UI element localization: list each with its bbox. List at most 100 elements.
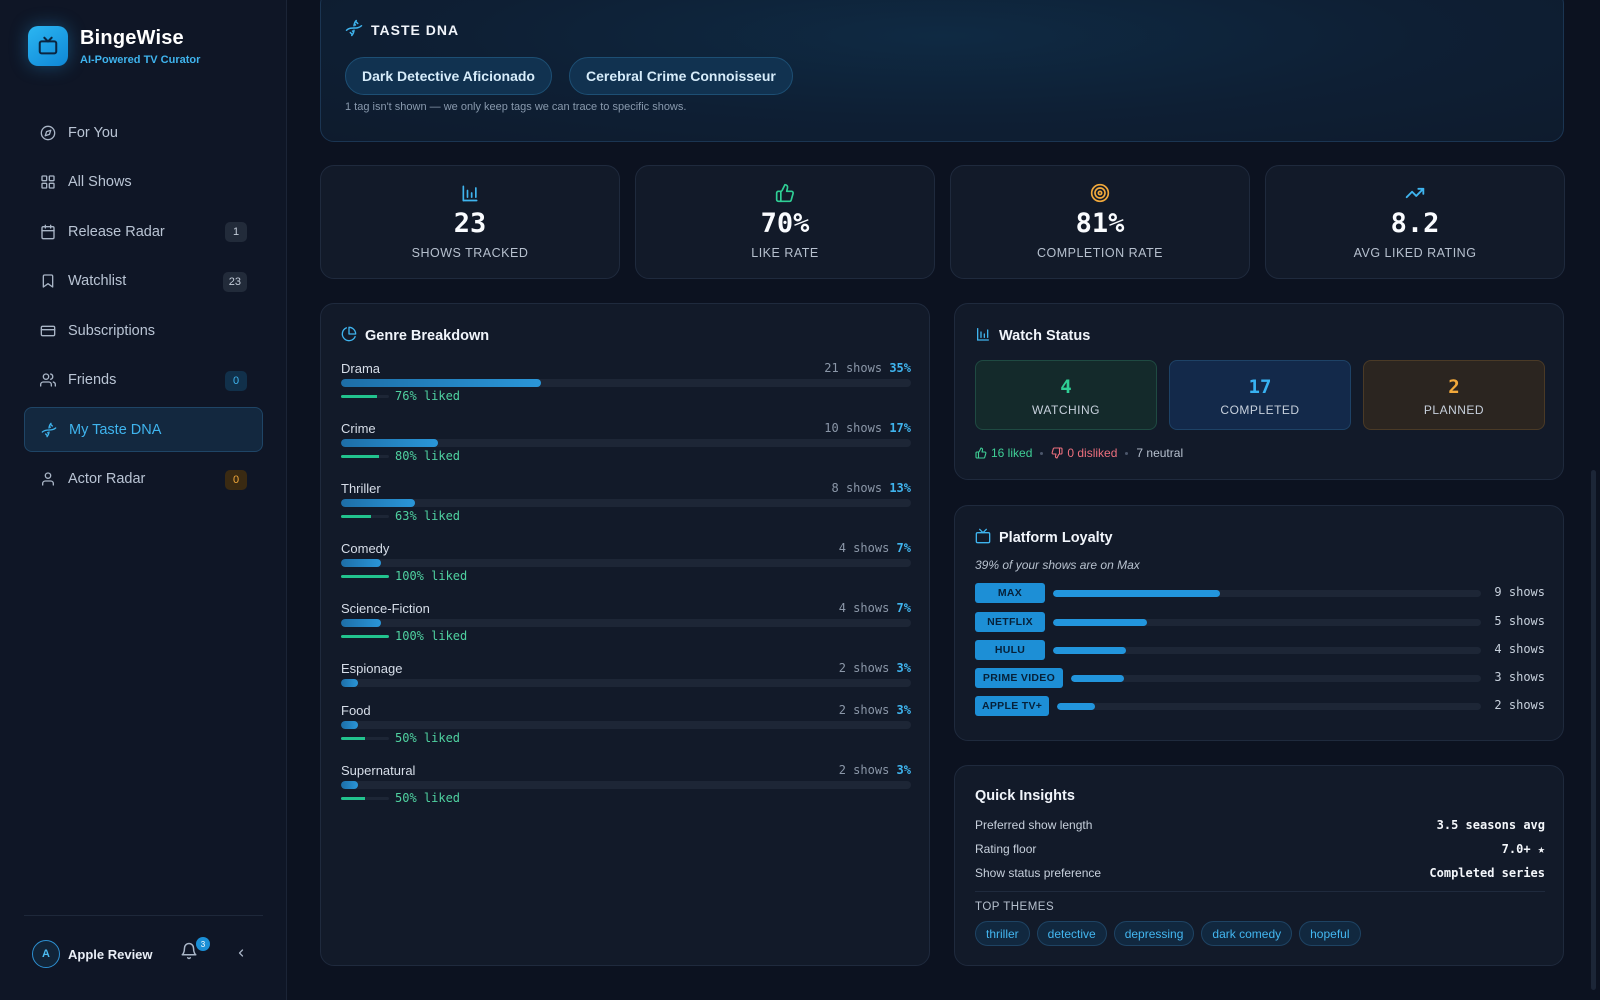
brand[interactable]: BingeWise AI-Powered TV Curator bbox=[28, 26, 200, 66]
genre-liked-fill bbox=[341, 454, 380, 458]
sentiment-summary: 16 liked 0 disliked 7 neutral bbox=[975, 446, 1183, 460]
planned-value: 2 bbox=[1448, 376, 1460, 398]
genre-name: Thriller bbox=[341, 481, 381, 496]
sidebar-item-friends[interactable]: Friends 0 bbox=[24, 358, 263, 403]
genre-count: 2 shows 3% bbox=[838, 763, 911, 777]
platform-tag[interactable]: PRIME VIDEO bbox=[975, 668, 1063, 688]
genre-liked-fill bbox=[341, 394, 378, 398]
sidebar-item-subscriptions[interactable]: Subscriptions bbox=[24, 308, 263, 353]
friends-badge: 0 bbox=[225, 370, 247, 391]
genre-liked-text: 100% liked bbox=[395, 629, 468, 643]
sidebar-nav: For You All Shows Release Radar 1 Watchl… bbox=[24, 110, 263, 506]
stat-avg-liked-rating: 8.2 AVG LIKED RATING bbox=[1265, 165, 1565, 279]
genre-count: 2 shows 3% bbox=[838, 661, 911, 675]
platform-share-bar bbox=[1053, 619, 1481, 626]
platform-tag[interactable]: MAX bbox=[975, 583, 1045, 603]
genre-share-fill bbox=[341, 559, 381, 567]
platform-tag[interactable]: NETFLIX bbox=[975, 612, 1045, 632]
platform-row: PRIME VIDEO 3 shows bbox=[975, 668, 1545, 690]
genre-share-fill bbox=[341, 439, 438, 447]
stat-value: 23 bbox=[453, 208, 487, 239]
neutral-count: 7 neutral bbox=[1136, 446, 1184, 460]
sidebar-item-actor-radar[interactable]: Actor Radar 0 bbox=[24, 457, 263, 502]
insight-label: Show status preference bbox=[975, 866, 1102, 880]
genre-share-bar bbox=[341, 679, 911, 687]
genre-share-fill bbox=[341, 379, 541, 387]
watching-count-box[interactable]: 4 WATCHING bbox=[975, 360, 1157, 430]
completed-label: COMPLETED bbox=[1220, 403, 1300, 417]
theme-chip[interactable]: hopeful bbox=[1299, 921, 1361, 946]
theme-chip[interactable]: thriller bbox=[975, 921, 1030, 946]
theme-chip[interactable]: dark comedy bbox=[1201, 921, 1293, 946]
target-icon bbox=[951, 183, 1249, 203]
sidebar-item-watchlist[interactable]: Watchlist 23 bbox=[24, 259, 263, 304]
sidebar-item-all-shows[interactable]: All Shows bbox=[24, 160, 263, 205]
stat-label: COMPLETION RATE bbox=[1036, 246, 1164, 260]
user-name: Apple Review bbox=[68, 946, 153, 962]
genre-share-bar bbox=[341, 499, 911, 507]
completed-count-box[interactable]: 17 COMPLETED bbox=[1169, 360, 1351, 430]
taste-tag[interactable]: Cerebral Crime Connoisseur bbox=[569, 57, 793, 95]
sidebar-item-for-you[interactable]: For You bbox=[24, 110, 263, 155]
calendar-icon bbox=[40, 224, 56, 240]
theme-chip[interactable]: depressing bbox=[1113, 921, 1195, 946]
disliked-count: 0 disliked bbox=[1067, 446, 1118, 460]
taste-dna-card: TASTE DNA Dark Detective Aficionado Cere… bbox=[320, 0, 1564, 142]
platform-share-fill bbox=[1057, 703, 1096, 710]
platform-subtitle: 39% of your shows are on Max bbox=[975, 558, 1140, 572]
thumbs-up-icon bbox=[636, 183, 934, 203]
sidebar-item-release-radar[interactable]: Release Radar 1 bbox=[24, 209, 263, 254]
stat-label: LIKE RATE bbox=[751, 246, 819, 260]
dna-icon bbox=[41, 422, 57, 438]
bell-icon[interactable] bbox=[180, 942, 198, 965]
user-icon bbox=[40, 471, 56, 487]
insight-value: 3.5 seasons avg bbox=[1436, 818, 1545, 832]
genre-liked: 63% liked bbox=[341, 509, 460, 523]
bar-chart-icon bbox=[975, 326, 991, 346]
thumbs-down-icon bbox=[1051, 447, 1063, 459]
genre-percent: 3% bbox=[896, 703, 911, 717]
stat-value: 8.2 bbox=[1390, 208, 1440, 239]
liked-count: 16 liked bbox=[991, 446, 1033, 460]
genre-liked: 50% liked bbox=[341, 791, 460, 805]
genre-liked-text: 80% liked bbox=[395, 449, 461, 463]
tv-icon bbox=[975, 528, 991, 548]
platform-share-fill bbox=[1071, 675, 1125, 682]
sidebar-item-label: Subscriptions bbox=[68, 322, 156, 339]
platform-row: MAX 9 shows bbox=[975, 583, 1545, 605]
platform-tag[interactable]: APPLE TV+ bbox=[975, 696, 1050, 716]
chevron-left-icon[interactable] bbox=[235, 946, 247, 964]
actor-radar-badge: 0 bbox=[225, 469, 247, 490]
genre-percent: 3% bbox=[896, 763, 911, 777]
planned-count-box[interactable]: 2 PLANNED bbox=[1363, 360, 1545, 430]
platform-row: NETFLIX 5 shows bbox=[975, 612, 1545, 634]
bar-chart-icon bbox=[321, 183, 619, 203]
platform-tag[interactable]: HULU bbox=[975, 640, 1045, 660]
platform-count: 4 shows bbox=[1494, 642, 1545, 656]
insight-value: 7.0+ ★ bbox=[1501, 842, 1545, 856]
genre-count: 8 shows 13% bbox=[831, 481, 912, 495]
stat-shows-tracked: 23 SHOWS TRACKED bbox=[320, 165, 620, 279]
taste-note: 1 tag isn't shown — we only keep tags we… bbox=[345, 101, 687, 113]
insight-value: Completed series bbox=[1429, 866, 1545, 880]
genre-percent: 13% bbox=[889, 481, 911, 495]
sidebar-divider bbox=[24, 915, 263, 916]
platform-share-bar bbox=[1053, 647, 1481, 654]
user-profile[interactable]: A Apple Review bbox=[32, 940, 153, 968]
sidebar-item-my-taste-dna[interactable]: My Taste DNA bbox=[24, 407, 263, 452]
genre-liked-fill bbox=[341, 574, 389, 578]
stat-label: SHOWS TRACKED bbox=[411, 246, 529, 260]
stat-completion-rate: 81% COMPLETION RATE bbox=[950, 165, 1250, 279]
theme-chip[interactable]: detective bbox=[1036, 921, 1107, 946]
platform-share-bar bbox=[1071, 675, 1481, 682]
scrollbar[interactable] bbox=[1591, 470, 1596, 990]
bookmark-icon bbox=[40, 273, 56, 289]
watching-value: 4 bbox=[1060, 376, 1072, 398]
notification-badge: 3 bbox=[196, 937, 210, 951]
genre-liked: 76% liked bbox=[341, 389, 460, 403]
genre-liked-fill bbox=[341, 796, 365, 800]
genre-liked-text: 50% liked bbox=[395, 731, 461, 745]
genre-name: Food bbox=[341, 703, 371, 718]
taste-tag[interactable]: Dark Detective Aficionado bbox=[345, 57, 552, 95]
genre-liked: 50% liked bbox=[341, 731, 460, 745]
